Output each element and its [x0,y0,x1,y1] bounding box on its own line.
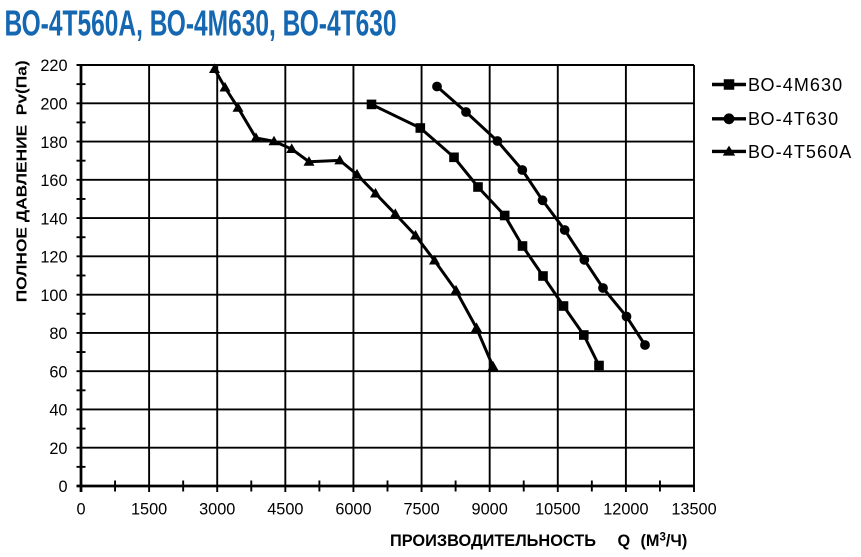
svg-text:100: 100 [40,287,67,305]
svg-text:13500: 13500 [671,501,716,519]
svg-text:0: 0 [76,501,85,519]
svg-text:0: 0 [58,478,67,496]
svg-text:1500: 1500 [131,501,167,519]
svg-text:6000: 6000 [335,501,371,519]
svg-text:60: 60 [49,363,67,381]
svg-text:3000: 3000 [199,501,235,519]
svg-text:20: 20 [49,440,67,458]
svg-text:ВО-4М630: ВО-4М630 [748,75,843,95]
svg-text:160: 160 [40,172,67,190]
svg-text:220: 220 [40,57,67,75]
svg-text:140: 140 [40,210,67,228]
svg-text:(М3/Ч): (М3/Ч) [641,532,688,550]
svg-text:180: 180 [40,134,67,152]
svg-text:80: 80 [49,325,67,343]
svg-text:40: 40 [49,402,67,420]
svg-text:ПОЛНОЕ ДАВЛЕНИЕ Pv(Па): ПОЛНОЕ ДАВЛЕНИЕ Pv(Па) [15,60,31,302]
svg-text:10500: 10500 [535,501,580,519]
svg-text:120: 120 [40,249,67,267]
svg-text:Q: Q [618,532,631,550]
svg-text:7500: 7500 [403,501,439,519]
svg-text:ВО-4Т560А: ВО-4Т560А [748,142,852,162]
svg-text:9000: 9000 [472,501,508,519]
svg-text:200: 200 [40,95,67,113]
svg-text:ПРОИЗВОДИТЕЛЬНОСТЬ: ПРОИЗВОДИТЕЛЬНОСТЬ [390,532,596,550]
svg-text:4500: 4500 [267,501,303,519]
svg-text:ВО-4Т560А, ВО-4М630, ВО-4Т630: ВО-4Т560А, ВО-4М630, ВО-4Т630 [5,2,397,43]
svg-text:ВО-4Т630: ВО-4Т630 [748,109,839,129]
svg-text:12000: 12000 [603,501,648,519]
